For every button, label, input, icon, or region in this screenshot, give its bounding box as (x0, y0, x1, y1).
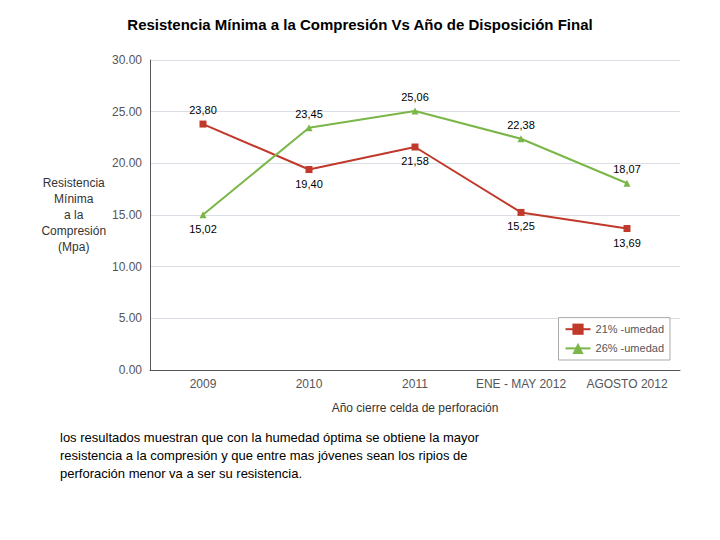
svg-text:10.00: 10.00 (112, 260, 142, 274)
svg-text:perforación menor va a ser su: perforación menor va a ser su resistenci… (60, 466, 302, 481)
svg-text:0.00: 0.00 (119, 363, 143, 377)
svg-text:Resistencia Mínima a la Compre: Resistencia Mínima a la Compresión Vs Añ… (127, 16, 592, 33)
svg-text:15,02: 15,02 (189, 223, 217, 235)
svg-text:a la: a la (64, 208, 84, 222)
svg-text:2009: 2009 (190, 377, 217, 391)
svg-text:resistencia a la compresión y: resistencia a la compresión y que entre … (60, 448, 468, 463)
svg-text:26% -umedad: 26% -umedad (596, 342, 665, 354)
svg-text:15.00: 15.00 (112, 208, 142, 222)
svg-text:Resistencia: Resistencia (43, 176, 105, 190)
svg-text:25.00: 25.00 (112, 105, 142, 119)
svg-text:21% -umedad: 21% -umedad (596, 323, 665, 335)
svg-text:20.00: 20.00 (112, 156, 142, 170)
svg-text:23,80: 23,80 (189, 104, 217, 116)
svg-text:13,69: 13,69 (613, 237, 641, 249)
svg-text:Mínima: Mínima (54, 192, 94, 206)
svg-text:AGOSTO 2012: AGOSTO 2012 (586, 377, 667, 391)
svg-text:ENE - MAY 2012: ENE - MAY 2012 (476, 377, 567, 391)
svg-text:15,25: 15,25 (507, 220, 535, 232)
svg-text:los resultados muestran que co: los resultados muestran que con la humed… (60, 430, 480, 445)
svg-text:Compresión: Compresión (41, 224, 106, 238)
svg-text:(Mpa): (Mpa) (58, 240, 89, 254)
svg-text:5.00: 5.00 (119, 311, 143, 325)
svg-text:19,40: 19,40 (295, 178, 323, 190)
svg-text:Año cierre celda de perforació: Año cierre celda de perforación (332, 401, 499, 415)
svg-text:23,45: 23,45 (295, 108, 323, 120)
svg-text:2011: 2011 (402, 377, 428, 391)
svg-text:30.00: 30.00 (112, 53, 142, 67)
svg-text:21,58: 21,58 (401, 155, 429, 167)
svg-text:25,06: 25,06 (401, 91, 429, 103)
svg-text:18,07: 18,07 (613, 163, 641, 175)
svg-text:22,38: 22,38 (507, 119, 535, 131)
svg-text:2010: 2010 (296, 377, 323, 391)
